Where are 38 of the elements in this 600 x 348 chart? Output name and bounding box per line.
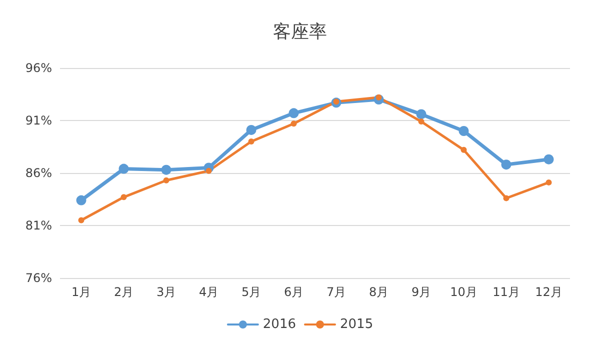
point [546,179,552,186]
x-tick-label: 9月 [411,285,432,299]
y-tick-label: 96% [25,61,52,75]
point [501,160,512,170]
point [418,118,424,125]
x-tick-label: 1月 [71,285,92,299]
legend-label: 2016 [262,317,296,332]
point [78,217,84,224]
point [460,146,467,153]
point [544,154,554,164]
x-tick-label: 11月 [492,285,520,299]
point [248,138,254,144]
x-tick-label: 7月 [326,285,346,299]
point [163,177,170,184]
y-tick-label: 91% [25,114,52,128]
x-tick-label: 8月 [368,285,389,299]
point [288,108,299,118]
y-tick-label: 86% [25,166,52,180]
y-tick-label: 76% [25,271,52,285]
x-tick-label: 2月 [114,285,134,299]
x-tick-label: 5月 [241,285,262,299]
point [416,109,426,120]
y-tick-label: 81% [25,218,52,232]
point [503,195,510,202]
x-tick-label: 3月 [156,285,176,299]
x-tick-label: 6月 [284,285,304,299]
point [290,120,297,127]
point [118,164,129,174]
x-tick-label: 12月 [535,285,562,299]
chart-title: 客座率 [273,22,327,42]
legend-label: 2015 [340,317,374,332]
point [76,195,86,206]
x-tick-label: 10月 [450,285,478,299]
point [161,164,172,175]
point [246,124,256,135]
x-tick-label: 4月 [198,285,219,299]
point [120,194,127,200]
point [458,126,469,136]
